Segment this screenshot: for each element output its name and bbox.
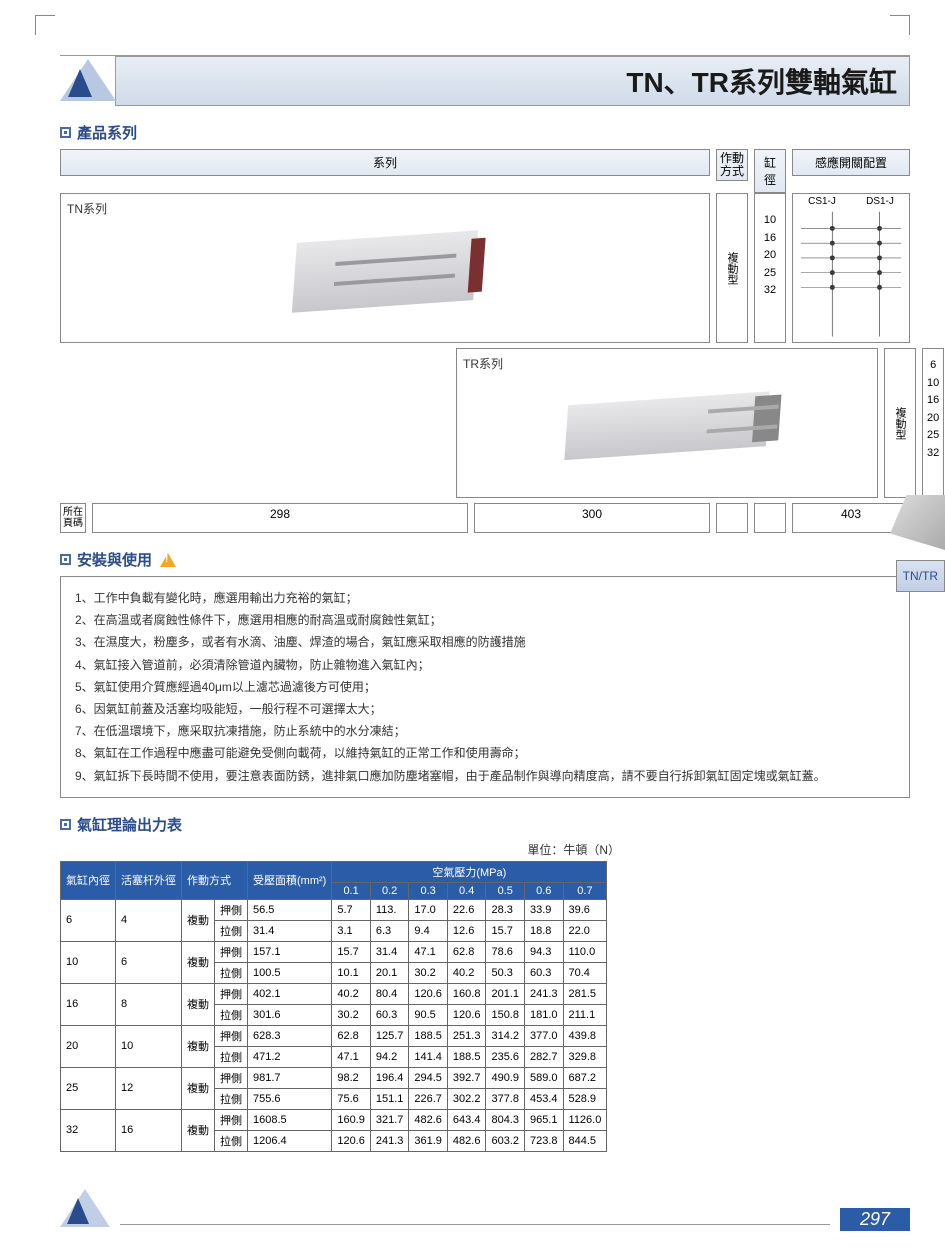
note-item: 1、工作中負載有變化時，應選用輸出力充裕的氣缸； [75,587,895,609]
tn-product-box: TN系列 [60,193,710,343]
unit-label: 單位：牛頓（N） [60,841,620,858]
page-header: TN、TR系列雙軸氣缸 [60,55,910,106]
note-item: 9、氣缸拆下長時間不使用，要注意表面防銹，進排氣口應加防塵堵塞帽，由于產品制作與… [75,765,895,787]
note-item: 6、因氣缸前蓋及活塞均吸能短，一般行程不可選擇太大； [75,698,895,720]
footer-rule [120,1224,830,1225]
spacer-cell [754,503,786,533]
note-item: 7、在低溫環境下，應采取抗凍措施，防止系統中的水分凍結； [75,720,895,742]
col-header-sensor: 感應開關配置 [792,149,910,176]
action-type-tr: 複動型 [884,348,916,498]
page-number: 297 [840,1208,910,1231]
tr-product-box: TR系列 [456,348,878,498]
series-grid: 系列 作動方式 缸徑 感應開關配置 [60,149,910,193]
crop-mark-tl [35,15,55,35]
bullet-icon [60,554,71,565]
tn-label: TN系列 [67,200,703,217]
side-tab: TN/TR [896,560,945,592]
bullet-icon [60,127,71,138]
note-item: 8、氣缸在工作過程中應盡可能避免受側向載荷，以維持氣缸的正常工作和使用壽命； [75,742,895,764]
section-header-force: 氣缸理論出力表 [60,814,182,835]
tr-label: TR系列 [463,355,871,372]
usage-notes: 1、工作中負載有變化時，應選用輸出力充裕的氣缸；2、在高溫或者腐蝕性條件下，應選… [60,576,910,798]
crop-mark-tr [890,15,910,35]
page-ref-tn: 298 [92,503,468,533]
warning-icon [160,553,176,567]
series-row-tr: TR系列 複動型 6 10 16 20 25 32 CS1-GDS1-G [60,348,910,498]
sensor-config-tn: CS1-JDS1-J [792,193,910,343]
footer-logo-icon [60,1189,110,1231]
dia-list-tr: 6 10 16 20 25 32 [922,348,944,498]
col-header-series: 系列 [60,149,710,176]
note-item: 5、氣缸使用介質應經過40μm以上濾芯過濾後方可使用； [75,676,895,698]
note-item: 4、氣缸接入管道前，必須清除管道內臟物，防止雜物進入氣缸內； [75,654,895,676]
force-output-table: 氣缸內徑 活塞杆外徑 作動方式 受壓面積(mm²) 空氣壓力(MPa) 0.10… [60,861,607,1152]
page-title: TN、TR系列雙軸氣缸 [115,56,910,106]
page-ref-label: 所在頁碼 [60,503,86,533]
tn-cylinder-illustration [295,237,475,307]
catalog-page: TN、TR系列雙軸氣缸 產品系列 系列 作動方式 缸徑 感應開關配置 TN系列 … [0,0,945,1259]
brand-logo-icon [60,59,115,104]
series-row-tn: TN系列 複動型 10 16 20 25 32 CS1-JDS1-J [60,193,910,343]
page-footer: 297 [60,1189,910,1231]
col-header-action: 作動方式 [716,149,748,181]
page-ref-row: 所在頁碼 298 300 403 [60,503,910,533]
sensor-diagram-icon [793,194,909,341]
note-item: 3、在濕度大，粉塵多，或者有水滴、油塵、焊渣的場合，氣缸應采取相應的防護措施 [75,631,895,653]
dia-list-tn: 10 16 20 25 32 [754,193,786,343]
section-header-series: 產品系列 [60,122,910,143]
section-header-usage: 安裝與使用 [60,549,910,570]
spacer-cell [716,503,748,533]
bullet-icon [60,819,71,830]
note-item: 2、在高溫或者腐蝕性條件下，應選用相應的耐高溫或耐腐蝕性氣缸； [75,609,895,631]
section-title: 氣缸理論出力表 [77,814,182,835]
section-title: 安裝與使用 [77,549,152,570]
action-type-tn: 複動型 [716,193,748,343]
page-ref-tr: 300 [474,503,710,533]
tr-cylinder-illustration [567,398,767,453]
section-title: 產品系列 [77,122,137,143]
col-header-dia: 缸徑 [754,149,786,193]
